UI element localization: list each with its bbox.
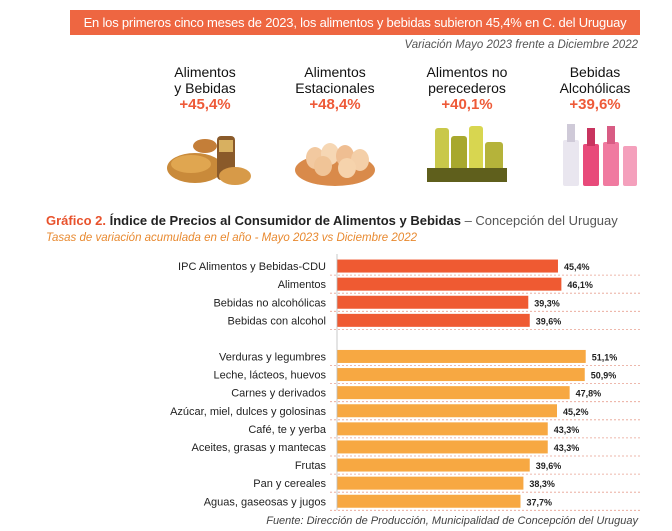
headline-banner: En los primeros cinco meses de 2023, los…: [70, 10, 640, 35]
card-label: Bebidas Alcohólicas: [559, 64, 631, 96]
value-label: 51,1%: [592, 352, 618, 362]
headline-subtitle: Variación Mayo 2023 frente a Diciembre 2…: [404, 39, 638, 51]
category-label: Frutas: [295, 460, 327, 472]
card-value: +45,4%: [179, 96, 231, 113]
category-label: Leche, lácteos, huevos: [213, 370, 326, 382]
value-label: 39,3%: [534, 298, 560, 308]
category-label: IPC Alimentos y Bebidas-CDU: [178, 261, 326, 273]
value-label: 37,7%: [526, 497, 552, 507]
category-label: Azúcar, miel, dulces y golosinas: [170, 406, 326, 418]
category-label: Café, te y yerba: [248, 424, 327, 436]
card-bebidas-alcoholicas: Bebidas Alcohólicas +39,6%: [530, 64, 660, 190]
bar: [337, 494, 521, 508]
value-label: 39,6%: [536, 316, 562, 326]
value-label: 39,6%: [536, 461, 562, 471]
chicken-bread-icon: [167, 136, 251, 185]
category-label: Pan y cereales: [253, 478, 326, 490]
bottles-icon: [563, 124, 637, 186]
category-label: Verduras y legumbres: [219, 351, 326, 363]
value-label: 47,8%: [576, 389, 602, 399]
summary-cards: Alimentos y Bebidas +45,4% Alimentos Est…: [140, 64, 660, 194]
value-label: 38,3%: [529, 479, 555, 489]
value-label: 50,9%: [591, 371, 617, 381]
bar: [337, 368, 585, 382]
chart-title-text: Índice de Precios al Consumidor de Alime…: [109, 213, 461, 228]
bar: [337, 422, 548, 436]
value-label: 46,1%: [567, 280, 593, 290]
bar: [337, 440, 548, 454]
value-label: 43,3%: [554, 443, 580, 453]
value-label: 43,3%: [554, 425, 580, 435]
card-value: +39,6%: [569, 96, 621, 113]
bar: [337, 313, 530, 327]
card-alimentos-bebidas: Alimentos y Bebidas +45,4%: [140, 64, 270, 190]
card-label: Alimentos Estacionales: [295, 64, 375, 96]
card-alimentos-estacionales: Alimentos Estacionales +48,4%: [270, 64, 400, 190]
card-label: Alimentos y Bebidas: [174, 64, 236, 96]
bar: [337, 476, 524, 490]
eggs-basket-icon: [295, 143, 375, 186]
category-label: Bebidas no alcohólicas: [213, 297, 326, 309]
oil-cans-icon: [427, 126, 507, 182]
bar: [337, 277, 562, 291]
chart-title: Gráfico 2. Índice de Precios al Consumid…: [46, 213, 618, 228]
category-label: Alimentos: [278, 279, 327, 291]
value-label: 45,4%: [564, 262, 590, 272]
bar: [337, 259, 558, 273]
chart-subtitle: Tasas de variación acumulada en el año -…: [46, 232, 417, 244]
card-label: Alimentos no perecederos: [426, 64, 508, 96]
card-value: +48,4%: [309, 96, 361, 113]
bar: [337, 295, 529, 309]
category-label: Aguas, gaseosas y jugos: [204, 496, 327, 508]
chart-location: – Concepción del Uruguay: [464, 213, 618, 228]
category-label: Aceites, grasas y mantecas: [191, 442, 326, 454]
card-alimentos-no-perecederos: Alimentos no perecederos +40,1%: [402, 64, 532, 190]
chart-number: Gráfico 2.: [46, 213, 106, 228]
bar: [337, 404, 557, 418]
bar: [337, 386, 570, 400]
bar: [337, 349, 586, 363]
bar: [337, 458, 530, 472]
bar-chart: IPC Alimentos y Bebidas-CDU 45,4% Alimento…: [170, 254, 640, 511]
category-label: Bebidas con alcohol: [228, 315, 326, 327]
value-label: 45,2%: [563, 407, 589, 417]
card-value: +40,1%: [441, 96, 493, 113]
source-note: Fuente: Dirección de Producción, Municip…: [266, 515, 638, 527]
category-label: Carnes y derivados: [231, 388, 326, 400]
